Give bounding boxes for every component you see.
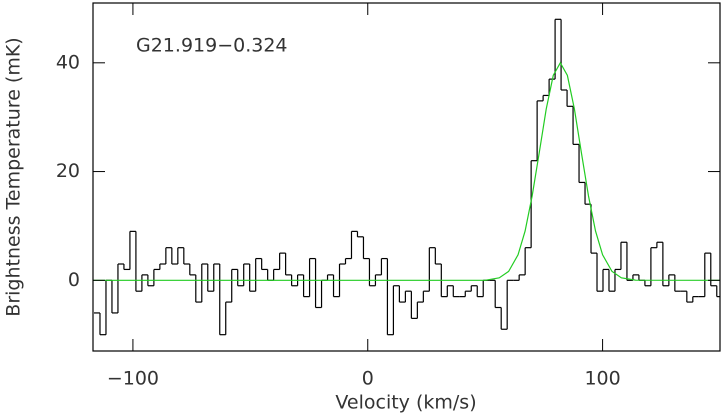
x-tick-label: −100 <box>107 368 159 390</box>
plot-frame <box>92 2 721 352</box>
x-tick-label: 0 <box>362 368 374 390</box>
y-tick-label: 20 <box>56 160 80 182</box>
fit-curve <box>93 61 720 281</box>
y-tick-label: 40 <box>56 51 80 73</box>
y-axis-label: Brightness Temperature (mK) <box>3 37 25 316</box>
x-tick-label: 100 <box>584 368 620 390</box>
x-axis-label: Velocity (km/s) <box>335 392 476 414</box>
annotation: G21.919−0.324 <box>136 35 288 57</box>
y-tick-label: 0 <box>68 269 80 291</box>
plot-area <box>93 18 720 336</box>
spectrum-risers <box>99 19 718 335</box>
